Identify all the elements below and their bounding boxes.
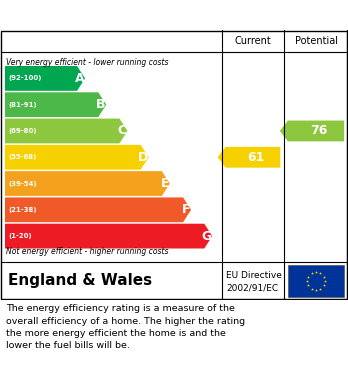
Polygon shape (5, 224, 212, 249)
Polygon shape (218, 147, 280, 168)
Polygon shape (5, 145, 149, 170)
Text: Not energy efficient - higher running costs: Not energy efficient - higher running co… (6, 247, 168, 256)
Text: EU Directive: EU Directive (226, 271, 282, 280)
Text: A: A (74, 72, 84, 85)
Text: (92-100): (92-100) (8, 75, 41, 81)
Polygon shape (5, 171, 170, 196)
Polygon shape (5, 92, 106, 117)
Text: (69-80): (69-80) (8, 128, 37, 134)
Text: 76: 76 (310, 124, 327, 138)
Text: 2002/91/EC: 2002/91/EC (226, 283, 278, 292)
Polygon shape (5, 66, 85, 91)
Text: (21-38): (21-38) (8, 207, 37, 213)
Polygon shape (280, 120, 344, 142)
Bar (288, 265, 344, 297)
Text: (39-54): (39-54) (8, 181, 37, 187)
Text: 61: 61 (247, 151, 264, 164)
Text: (1-20): (1-20) (8, 233, 32, 239)
Text: B: B (96, 98, 105, 111)
Text: F: F (182, 203, 190, 216)
Text: Potential: Potential (294, 36, 338, 46)
Text: Energy Efficiency Rating: Energy Efficiency Rating (10, 6, 239, 24)
Text: E: E (160, 177, 169, 190)
Text: G: G (201, 230, 211, 242)
Text: D: D (137, 151, 148, 164)
Polygon shape (5, 118, 127, 143)
Text: The energy efficiency rating is a measure of the
overall efficiency of a home. T: The energy efficiency rating is a measur… (6, 304, 245, 350)
Text: Current: Current (235, 36, 271, 46)
Polygon shape (5, 197, 191, 222)
Text: (55-68): (55-68) (8, 154, 36, 160)
Text: Very energy efficient - lower running costs: Very energy efficient - lower running co… (6, 58, 168, 67)
Text: (81-91): (81-91) (8, 102, 37, 108)
Text: C: C (117, 124, 126, 138)
Text: England & Wales: England & Wales (8, 273, 152, 289)
